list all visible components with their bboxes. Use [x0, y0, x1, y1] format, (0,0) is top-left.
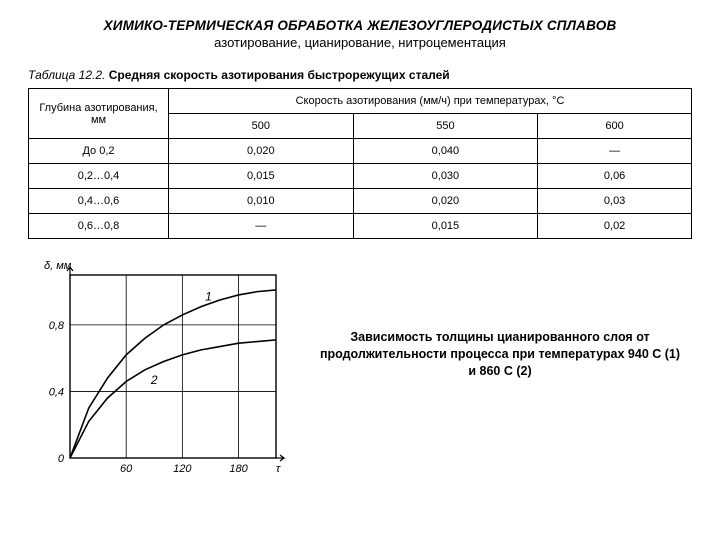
table-cell: 0,03	[538, 189, 692, 214]
table-cell: 0,030	[353, 164, 538, 189]
svg-text:60: 60	[120, 463, 133, 475]
line-chart: 60 120 180 0 0,4 0,8 δ, мм τ 1 2	[28, 257, 288, 482]
table-cell: —	[538, 139, 692, 164]
table-cell: 0,040	[353, 139, 538, 164]
table-cell: 0,4…0,6	[29, 189, 169, 214]
table-group-header: Скорость азотирования (мм/ч) при темпера…	[169, 89, 692, 114]
page-subtitle: азотирование, цианирование, нитроцемента…	[28, 35, 692, 50]
svg-text:0: 0	[58, 453, 65, 465]
table-cell: 0,010	[169, 189, 354, 214]
table-caption-text: Средняя скорость азотирования быстрорежу…	[109, 68, 450, 82]
table-col-temp: 500	[169, 114, 354, 139]
chart-container: 60 120 180 0 0,4 0,8 δ, мм τ 1 2	[28, 257, 288, 482]
data-table: Глубина азотирования, мм Скорость азотир…	[28, 88, 692, 239]
table-cell: 0,2…0,4	[29, 164, 169, 189]
page-title: ХИМИКО-ТЕРМИЧЕСКАЯ ОБРАБОТКА ЖЕЛЕЗОУГЛЕР…	[28, 18, 692, 33]
svg-text:δ, мм: δ, мм	[44, 260, 72, 272]
table-row-header: Глубина азотирования, мм	[29, 89, 169, 139]
table-row: 0,6…0,8 — 0,015 0,02	[29, 214, 692, 239]
table-cell: —	[169, 214, 354, 239]
table-cell: 0,02	[538, 214, 692, 239]
table-caption: Таблица 12.2. Средняя скорость азотирова…	[28, 68, 692, 82]
svg-text:τ: τ	[276, 463, 281, 475]
svg-text:2: 2	[150, 373, 158, 387]
table-col-temp: 550	[353, 114, 538, 139]
svg-text:0,8: 0,8	[49, 320, 65, 332]
table-cell: 0,020	[169, 139, 354, 164]
svg-text:0,4: 0,4	[49, 386, 64, 398]
table-row: 0,4…0,6 0,010 0,020 0,03	[29, 189, 692, 214]
table-caption-prefix: Таблица 12.2.	[28, 68, 105, 82]
table-cell: До 0,2	[29, 139, 169, 164]
svg-text:120: 120	[173, 463, 192, 475]
svg-text:180: 180	[229, 463, 248, 475]
table-cell: 0,020	[353, 189, 538, 214]
table-cell: 0,015	[169, 164, 354, 189]
table-cell: 0,06	[538, 164, 692, 189]
svg-text:1: 1	[205, 290, 212, 304]
chart-description: Зависимость толщины цианированного слоя …	[308, 329, 692, 410]
table-row: 0,2…0,4 0,015 0,030 0,06	[29, 164, 692, 189]
table-cell: 0,015	[353, 214, 538, 239]
table-row: До 0,2 0,020 0,040 —	[29, 139, 692, 164]
table-cell: 0,6…0,8	[29, 214, 169, 239]
table-col-temp: 600	[538, 114, 692, 139]
